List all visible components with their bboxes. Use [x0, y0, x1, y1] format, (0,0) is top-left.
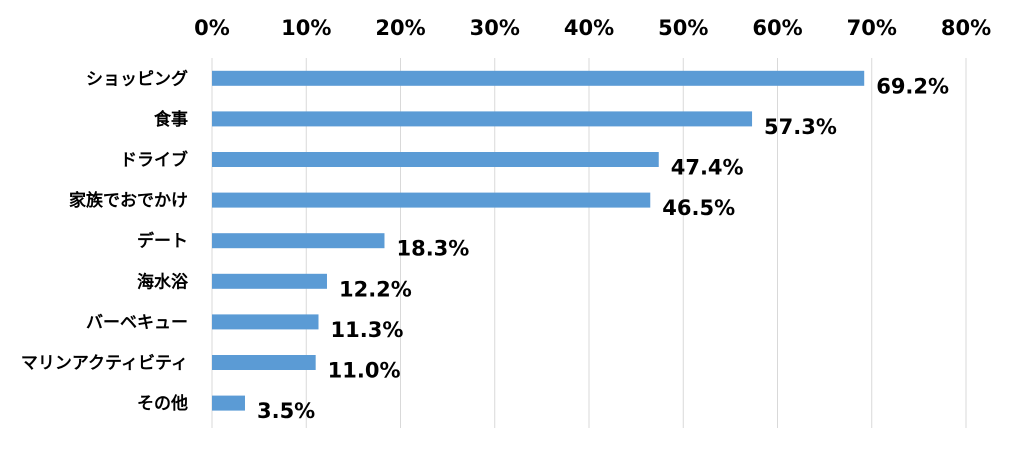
category-label: 海水浴	[137, 271, 189, 292]
category-label: バーベキュー	[86, 313, 188, 333]
value-label: 11.0%	[328, 359, 401, 383]
bar	[212, 273, 327, 289]
bar	[212, 233, 385, 249]
category-label: ショッピング	[86, 68, 188, 89]
value-label: 69.2%	[876, 74, 949, 98]
category-label: デート	[137, 231, 188, 252]
category-label: 家族でおでかけ	[69, 190, 188, 211]
value-label: 46.5%	[662, 196, 735, 220]
bar	[212, 152, 659, 167]
bars	[212, 70, 865, 411]
x-tick-label: 40%	[564, 16, 614, 40]
value-label: 3.5%	[257, 399, 315, 423]
value-label: 57.3%	[764, 115, 837, 139]
x-tick-label: 30%	[470, 16, 520, 40]
bar	[212, 395, 245, 411]
category-labels: ショッピング食事ドライブ家族でおでかけデート海水浴バーベキューマリンアクティビテ…	[21, 68, 189, 414]
x-tick-label: 10%	[281, 16, 331, 40]
x-axis-tick-labels: 0% 10% 20% 30% 40% 50% 60% 70% 80%	[194, 16, 991, 40]
x-tick-label: 0%	[194, 16, 230, 40]
bar	[212, 192, 651, 208]
category-label: その他	[137, 393, 188, 414]
value-label: 47.4%	[671, 156, 744, 180]
bar	[212, 355, 316, 370]
category-label: 食事	[154, 109, 188, 130]
category-label: ドライブ	[120, 150, 188, 171]
bar	[212, 314, 319, 330]
bar	[212, 111, 753, 127]
x-tick-label: 50%	[658, 16, 708, 40]
value-labels: 69.2% 57.3% 47.4% 46.5% 18.3% 12.2% 11.3% 11.0%…	[257, 74, 949, 423]
x-tick-label: 20%	[375, 16, 425, 40]
category-label: マリンアクティビティ	[21, 354, 188, 374]
x-tick-label: 60%	[752, 16, 802, 40]
value-label: 12.2%	[339, 277, 412, 301]
value-label: 11.3%	[331, 318, 404, 342]
value-label: 18.3%	[396, 237, 469, 261]
x-tick-label: 70%	[847, 16, 897, 40]
bar	[212, 70, 865, 86]
x-tick-label: 80%	[941, 16, 991, 40]
